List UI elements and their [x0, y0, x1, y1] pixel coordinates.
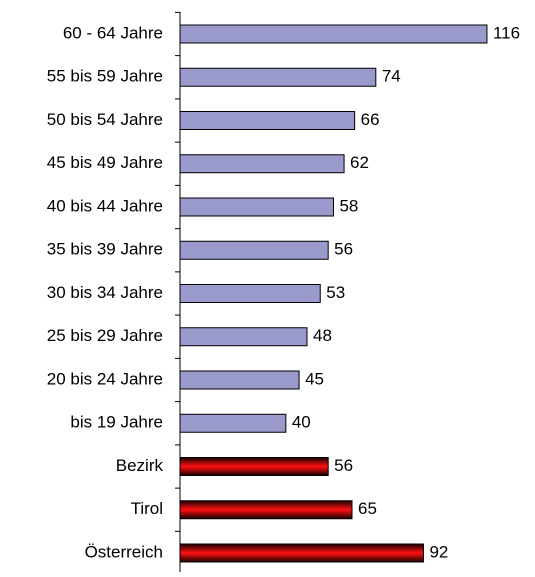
y-tick-label: 20 bis 24 Jahre	[47, 369, 163, 388]
y-tick-label: 35 bis 39 Jahre	[47, 240, 163, 259]
value-label: 65	[358, 499, 377, 518]
bar	[179, 457, 329, 476]
bar	[179, 240, 329, 260]
y-tick-label: 25 bis 29 Jahre	[47, 326, 163, 345]
value-label: 74	[382, 67, 401, 86]
value-label: 48	[313, 326, 332, 345]
y-tick-label: Österreich	[85, 542, 163, 561]
value-label: 92	[429, 542, 448, 561]
bar	[179, 413, 287, 433]
bar	[179, 543, 424, 563]
value-label: 66	[361, 110, 380, 129]
value-label: 40	[292, 413, 311, 432]
bar	[179, 370, 300, 390]
y-tick-label: bis 19 Jahre	[70, 413, 163, 432]
y-tick-label: 30 bis 34 Jahre	[47, 283, 163, 302]
y-tick-label: 40 bis 44 Jahre	[47, 196, 163, 215]
value-label: 116	[493, 23, 520, 42]
y-tick-label: Bezirk	[116, 456, 164, 475]
value-label: 56	[334, 240, 353, 259]
value-label: 58	[339, 196, 358, 215]
bar	[179, 284, 321, 303]
bar	[179, 154, 345, 174]
y-tick-label: 60 - 64 Jahre	[63, 23, 163, 42]
y-tick-label: 50 bis 54 Jahre	[47, 110, 163, 129]
bar	[179, 67, 377, 87]
y-tick-label: Tirol	[131, 499, 163, 518]
bar	[179, 327, 308, 347]
value-label: 62	[350, 153, 369, 172]
value-label: 53	[326, 283, 345, 302]
value-label: 45	[305, 369, 324, 388]
y-tick-label: 45 bis 49 Jahre	[47, 153, 163, 172]
bar	[179, 111, 356, 130]
y-tick-label: 55 bis 59 Jahre	[47, 67, 163, 86]
bar	[179, 24, 488, 44]
bar	[179, 197, 334, 217]
bar	[179, 500, 353, 520]
value-label: 56	[334, 456, 353, 475]
